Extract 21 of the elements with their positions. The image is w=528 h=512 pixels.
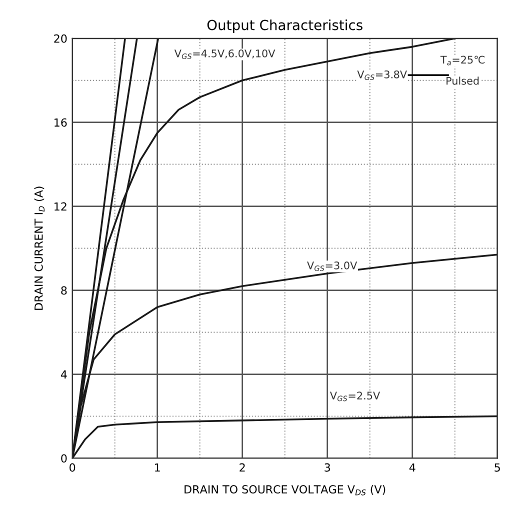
x-tick-label: 5 [494, 463, 500, 472]
y-tick-label: 12 [54, 202, 66, 211]
y-axis-title: DRAIN CURRENT I$_{D}$ (A) [34, 186, 44, 310]
annotation: V$_{GS}$=3.0V [307, 262, 358, 272]
annotation: V$_{GS}$=2.5V [330, 392, 380, 402]
y-tick-label: 0 [61, 454, 67, 463]
y-tick-label: 4 [60, 370, 67, 378]
annotation: Pulsed [446, 76, 479, 85]
annotation: V$_{GS}$=4.5V,6.0V,10V [174, 49, 276, 60]
x-tick-label: 4 [409, 463, 416, 472]
x-tick-label: 0 [70, 463, 76, 472]
x-tick-label: 3 [324, 463, 330, 472]
x-axis-title: DRAIN TO SOURCE VOLTAGE V$_{DS}$ (V) [184, 484, 386, 496]
annotation: T$_{a}$=25℃ [440, 56, 485, 66]
y-tick-label: 16 [54, 118, 67, 127]
annotation: V$_{GS}$=3.8V [357, 70, 407, 80]
y-tick-label: 20 [54, 34, 67, 43]
y-tick-label: 8 [61, 286, 67, 295]
x-tick-label: 2 [240, 463, 245, 472]
x-tick-label: 1 [155, 463, 160, 472]
chart-title: Output Characteristics [207, 20, 362, 33]
